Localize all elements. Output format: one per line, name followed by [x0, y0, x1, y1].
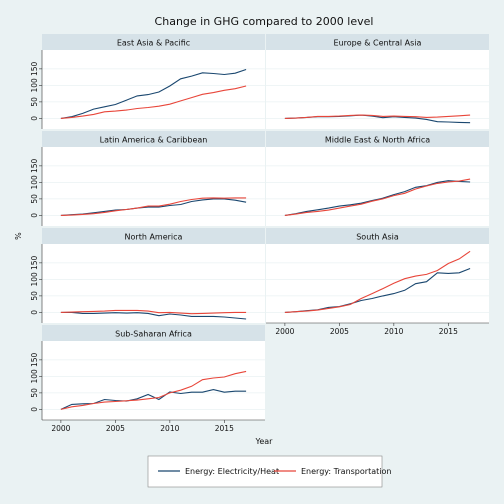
x-tick-label: 2010 — [160, 424, 179, 433]
x-tick-label: 2005 — [106, 424, 125, 433]
y-tick-label: 0 — [30, 213, 39, 218]
legend-transport-label: Energy: Transportation — [301, 467, 391, 476]
plot-area — [266, 244, 489, 323]
plot-area — [42, 147, 265, 226]
y-tick-label: 150 — [30, 255, 39, 270]
series-line-electricity — [60, 311, 247, 320]
y-tick-label: 150 — [30, 352, 39, 367]
facet-panels: East Asia & Pacific 0 50 100 150 Europe & Cen… — [30, 34, 489, 433]
x-tick-label: 2000 — [51, 424, 70, 433]
facet-panel: South Asia 2000 2005 2010 2015 — [266, 228, 489, 336]
y-tick-label: 50 — [30, 194, 39, 204]
legend-box — [147, 455, 383, 488]
series-line-transport — [60, 85, 247, 119]
facet-title: North America — [125, 233, 183, 242]
y-tick-label: 150 — [30, 158, 39, 173]
y-tick-label: 100 — [30, 78, 39, 93]
series-line-electricity — [284, 180, 471, 216]
facet-panel: Sub-Saharan Africa 0 50 100 150 2000 2005 2010 2… — [30, 325, 265, 433]
y-axis-label: % — [14, 232, 23, 240]
facet-title: South Asia — [356, 233, 399, 242]
x-tick-label: 2000 — [275, 327, 294, 336]
y-tick-label: 50 — [30, 97, 39, 107]
facet-panel: Latin America & Caribbean 0 50 100 150 — [30, 131, 265, 226]
series-line-transport — [60, 309, 247, 315]
x-tick-label: 2015 — [215, 424, 234, 433]
facet-title: Europe & Central Asia — [334, 39, 422, 48]
facet-title: East Asia & Pacific — [117, 39, 190, 48]
plot-area — [42, 244, 265, 323]
facet-strip — [266, 34, 489, 50]
chart-title: Change in GHG compared to 2000 level — [155, 15, 374, 28]
plot-area — [42, 341, 265, 420]
facet-title: Sub-Saharan Africa — [115, 330, 192, 339]
facet-strip — [42, 325, 265, 341]
legend: Energy: Electricity/Heat Energy: Transpo… — [147, 455, 391, 488]
facet-strip — [42, 228, 265, 244]
y-tick-label: 100 — [30, 175, 39, 190]
facet-title: Latin America & Caribbean — [100, 136, 208, 145]
facet-strip — [266, 131, 489, 147]
series-line-electricity — [60, 68, 247, 119]
y-tick-label: 50 — [30, 291, 39, 301]
y-tick-label: 150 — [30, 61, 39, 76]
series-line-transport — [60, 197, 247, 216]
x-tick-label: 2005 — [330, 327, 349, 336]
series-line-electricity — [60, 198, 247, 216]
facet-panel: North America 0 50 100 150 — [30, 228, 265, 323]
series-line-transport — [284, 250, 471, 313]
y-tick-label: 100 — [30, 369, 39, 384]
y-tick-label: 0 — [30, 116, 39, 121]
series-line-transport — [284, 114, 471, 119]
facet-strip — [266, 228, 489, 244]
x-tick-label: 2015 — [439, 327, 458, 336]
plot-area — [266, 147, 489, 226]
x-axis-label: Year — [255, 437, 274, 446]
facet-panel: East Asia & Pacific 0 50 100 150 — [30, 34, 265, 129]
x-tick-label: 2010 — [384, 327, 403, 336]
series-line-transport — [60, 370, 247, 410]
y-tick-label: 50 — [30, 388, 39, 398]
facet-strip — [42, 34, 265, 50]
facet-title: Middle East & North Africa — [325, 136, 430, 145]
y-tick-label: 0 — [30, 310, 39, 315]
series-line-transport — [284, 178, 471, 216]
facet-strip — [42, 131, 265, 147]
y-tick-label: 100 — [30, 272, 39, 287]
facet-panel: Middle East & North Africa — [266, 131, 489, 226]
legend-electricity-label: Energy: Electricity/Heat — [185, 467, 279, 476]
y-tick-label: 0 — [30, 407, 39, 412]
facet-panel: Europe & Central Asia — [266, 34, 489, 129]
